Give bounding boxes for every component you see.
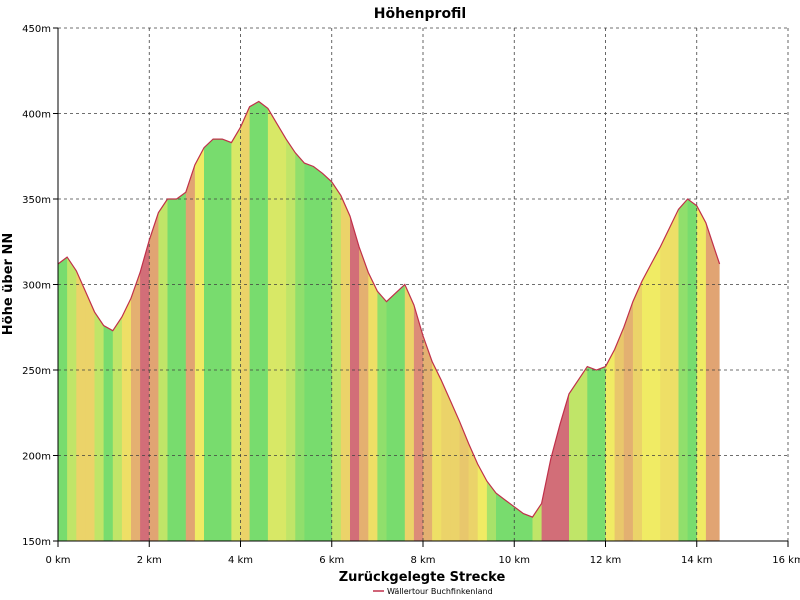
area-segment: [715, 101, 720, 541]
chart-title: Höhenprofil: [374, 6, 466, 22]
area-segment: [295, 101, 305, 541]
y-tick-label: 250m: [22, 366, 51, 377]
x-tick-label: 2 km: [137, 555, 162, 566]
area-segment: [687, 101, 698, 541]
x-tick-label: 16 km: [772, 555, 800, 566]
area-segment: [85, 101, 96, 541]
area-segment: [395, 101, 406, 541]
area-segment: [340, 101, 351, 541]
area-segment: [158, 101, 169, 541]
x-tick-label: 14 km: [681, 555, 712, 566]
area-segment: [67, 101, 77, 541]
area-segment: [651, 101, 661, 541]
grid-lines: [58, 27, 789, 541]
area-segment: [304, 101, 315, 541]
area-segment: [213, 101, 223, 541]
x-tick-label: 10 km: [499, 555, 530, 566]
area-segment: [632, 101, 643, 541]
area-segment: [176, 101, 187, 541]
area-segment: [642, 101, 652, 541]
x-tick-label: 12 km: [590, 555, 621, 566]
area-segment: [149, 101, 159, 541]
legend-label: Wällertour Buchfinkenland: [387, 587, 493, 596]
x-tick-label: 4 km: [228, 555, 253, 566]
area-segment: [660, 101, 670, 541]
area-segment: [58, 101, 68, 541]
area-segment: [185, 101, 196, 541]
area-segment: [696, 101, 707, 541]
area-segment: [322, 101, 333, 541]
legend: Wällertour Buchfinkenland: [373, 587, 493, 596]
area-segment: [121, 101, 132, 541]
series-line: [57, 100, 721, 518]
area-segment: [705, 101, 716, 541]
area-segment: [368, 101, 378, 541]
area-segment: [277, 101, 287, 541]
y-tick-label: 400m: [22, 110, 51, 121]
area-segment: [359, 101, 369, 541]
area-segment: [204, 101, 214, 541]
area-segment: [678, 101, 689, 541]
area-segment: [140, 101, 150, 541]
axis-ticks: 0 km 2 km 4 km 6 km 8 km 10 km 12 km 14 km 16 km…: [22, 24, 800, 566]
y-tick-label: 200m: [22, 452, 51, 463]
area-segment: [249, 101, 260, 541]
y-axis-label: Höhe über NN: [1, 233, 16, 335]
area-segment: [267, 101, 278, 541]
area-segment: [331, 101, 342, 541]
area-segment: [222, 101, 232, 541]
x-tick-label: 8 km: [410, 555, 435, 566]
y-tick-label: 150m: [22, 537, 51, 548]
area-segment: [167, 101, 178, 541]
area-segment: [623, 101, 634, 541]
area-segment: [377, 101, 388, 541]
area-segment: [350, 101, 360, 541]
y-tick-label: 300m: [22, 281, 51, 292]
area-segment: [231, 101, 242, 541]
area-segment: [76, 101, 86, 541]
area-segment: [194, 101, 205, 541]
area-segment: [669, 101, 680, 541]
x-axis-label: Zurückgelegte Strecke: [339, 570, 506, 585]
area-segment: [286, 101, 296, 541]
y-tick-label: 450m: [22, 24, 51, 35]
x-tick-label: 0 km: [45, 555, 70, 566]
area-segment: [313, 101, 324, 541]
x-tick-label: 6 km: [319, 555, 344, 566]
area-segment: [94, 101, 105, 541]
area-segment: [386, 101, 397, 541]
area-segment: [258, 101, 269, 541]
y-tick-label: 350m: [22, 195, 51, 206]
area-segment: [240, 101, 251, 541]
area-segment: [404, 101, 415, 541]
area-segment: [131, 101, 141, 541]
